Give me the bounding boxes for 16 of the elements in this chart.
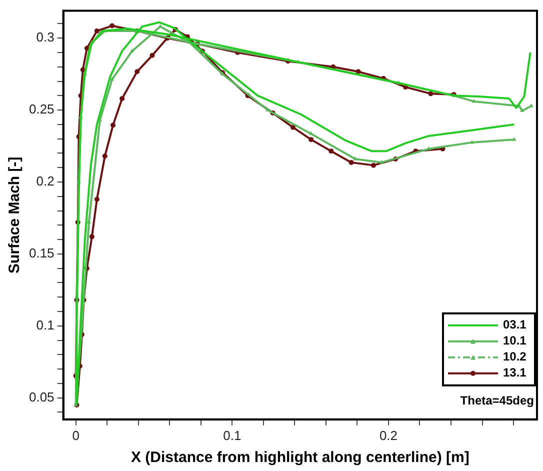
- legend-label: 13.1: [503, 366, 527, 380]
- legend-label: 10.1: [503, 334, 527, 348]
- annotation: Theta=45deg: [460, 394, 534, 408]
- x-tick-label: 0.2: [379, 428, 398, 443]
- legend-label: 10.2: [503, 350, 527, 364]
- y-tick-label: 0.05: [28, 389, 54, 404]
- y-tick-label: 0.3: [36, 30, 54, 45]
- y-tick-label: 0.1: [36, 317, 54, 332]
- y-tick-label: 0.25: [28, 102, 54, 117]
- y-axis-title: Surface Mach [-]: [6, 156, 24, 274]
- x-axis-title: X (Distance from highlight along centerline) [m]: [130, 449, 470, 466]
- y-tick-label: 0.15: [28, 246, 54, 261]
- x-tick-label: 0: [72, 428, 80, 443]
- y-tick-label: 0.2: [36, 174, 54, 189]
- legend-label: 03.1: [503, 318, 527, 332]
- x-tick-label: 0.1: [223, 428, 242, 443]
